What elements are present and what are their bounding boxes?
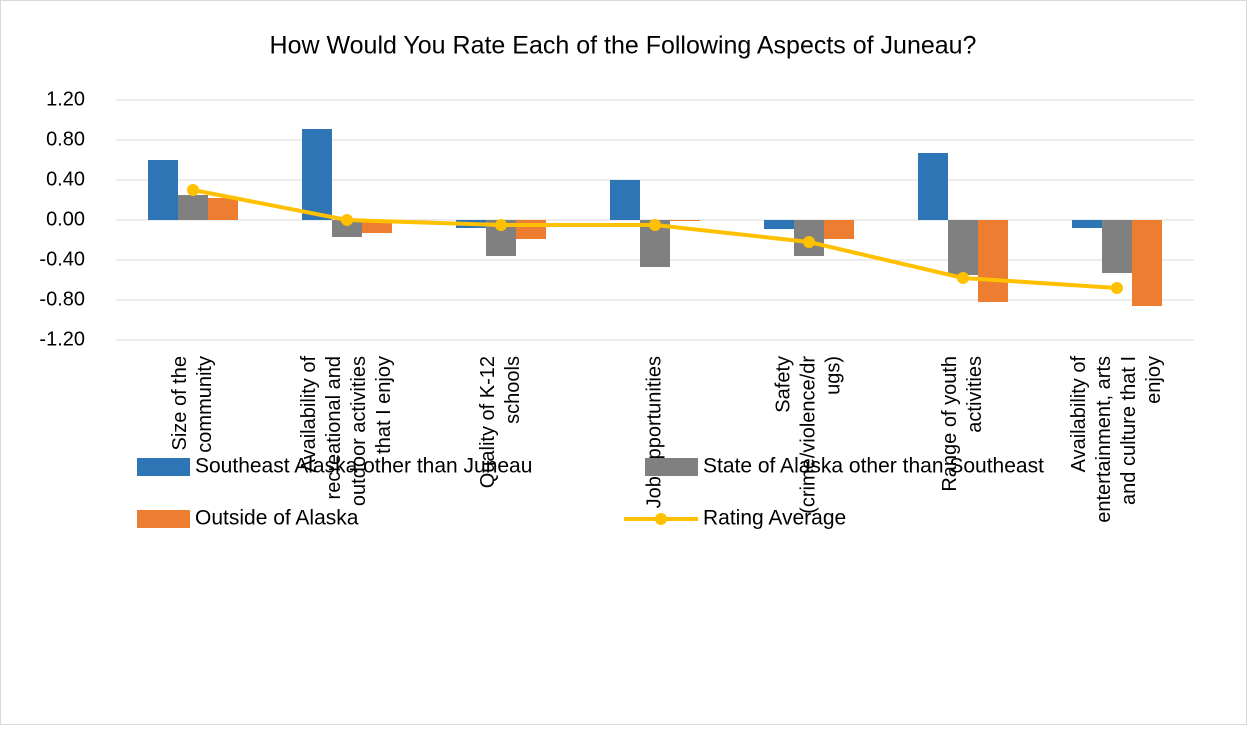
bar — [516, 220, 546, 239]
bar — [764, 220, 794, 229]
x-tick-label: schools — [502, 356, 524, 424]
legend-swatch — [645, 458, 698, 476]
y-tick-label: 1.20 — [46, 88, 85, 110]
y-tick-label: -0.80 — [39, 288, 85, 310]
bar — [824, 220, 854, 239]
y-tick-label: -1.20 — [39, 328, 85, 350]
legend-label: State of Alaska other than Southeast — [703, 455, 1044, 478]
x-tick-label: Size of the — [169, 356, 191, 451]
line-marker — [803, 236, 815, 248]
bar — [978, 220, 1008, 302]
y-tick-label: -0.40 — [39, 248, 85, 270]
x-tick-label: Availability of — [298, 356, 320, 473]
x-tick-label: activities — [964, 356, 986, 433]
x-tick-label: Quality of K-12 — [477, 356, 499, 488]
bar — [302, 129, 332, 220]
bar — [148, 160, 178, 220]
bar — [610, 180, 640, 220]
chart-title: How Would You Rate Each of the Following… — [270, 32, 977, 60]
bar — [178, 195, 208, 220]
x-tick-label: ugs) — [822, 356, 844, 395]
x-tick-label: that I enjoy — [373, 356, 395, 454]
line-marker — [649, 219, 661, 231]
bar — [918, 153, 948, 220]
legend-label: Rating Average — [703, 507, 846, 530]
x-tick-label: entertainment, arts — [1093, 356, 1115, 523]
x-tick-label: enjoy — [1143, 356, 1165, 404]
x-tick-label: Availability of — [1068, 356, 1090, 473]
legend-marker — [655, 513, 667, 525]
bar — [1072, 220, 1102, 228]
bar — [1132, 220, 1162, 306]
bar — [670, 220, 700, 221]
bar — [948, 220, 978, 275]
bar — [208, 198, 238, 220]
line-marker — [495, 219, 507, 231]
x-tick-label: Job opportunities — [643, 356, 665, 508]
bar — [362, 220, 392, 233]
bar — [332, 220, 362, 237]
y-tick-label: 0.80 — [46, 128, 85, 150]
line-marker — [187, 184, 199, 196]
x-tick-label: and culture that I — [1118, 356, 1140, 505]
x-tick-label: recreational and — [323, 356, 345, 499]
legend-swatch — [137, 458, 190, 476]
x-tick-label: outdoor activities — [348, 356, 370, 506]
line-marker — [957, 272, 969, 284]
x-tick-label: Range of youth — [939, 356, 961, 492]
legend-label: Southeast Alaska other than Juneau — [195, 455, 532, 478]
legend-label: Outside of Alaska — [195, 507, 359, 530]
x-tick-label: (crime/violence/dr — [797, 356, 819, 514]
x-tick-label: community — [194, 356, 216, 453]
line-marker — [1111, 282, 1123, 294]
line-marker — [341, 214, 353, 226]
y-tick-label: 0.40 — [46, 168, 85, 190]
x-tick-label: Safety — [772, 356, 794, 413]
legend-swatch — [137, 510, 190, 528]
bar — [1102, 220, 1132, 273]
y-tick-label: 0.00 — [46, 208, 85, 230]
